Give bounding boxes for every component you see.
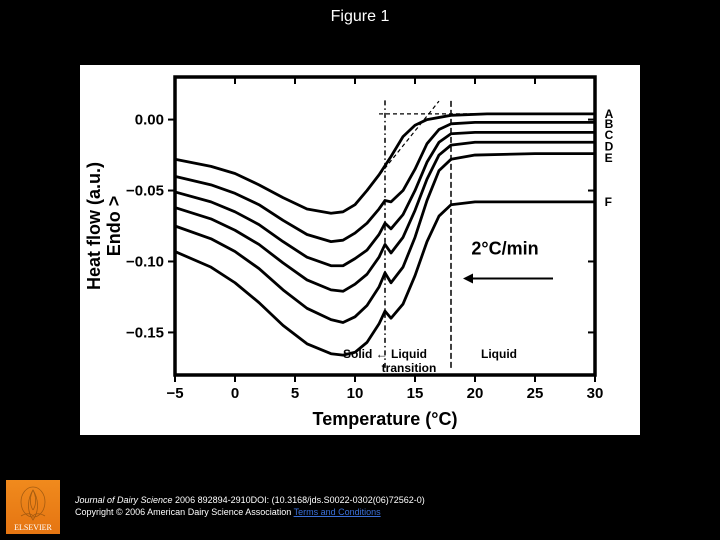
x-tick-label: 30 xyxy=(587,385,604,402)
annotation-rate: 2°C/min xyxy=(471,238,538,258)
x-tick-label: 15 xyxy=(407,385,424,402)
y-axis-label-1: Heat flow (a.u.) xyxy=(84,162,104,290)
x-tick-label: −5 xyxy=(166,385,183,402)
annotation-transition-2: transition xyxy=(382,361,437,375)
citation-footer: Journal of Dairy Science 2006 892894-291… xyxy=(75,494,425,518)
journal-name: Journal of Dairy Science xyxy=(75,495,173,505)
y-tick-label: 0.00 xyxy=(135,112,164,129)
series-label-E: E xyxy=(605,151,613,165)
x-tick-label: 10 xyxy=(347,385,364,402)
y-axis-label-2: Endo > xyxy=(104,196,124,257)
terms-link[interactable]: Terms and Conditions xyxy=(294,507,381,517)
elsevier-logo: ELSEVIER xyxy=(6,480,60,534)
copyright-text: Copyright © 2006 American Dairy Science … xyxy=(75,507,294,517)
chart-panel: Heat flow (a.u.)Endo > Temperature (°C) −5… xyxy=(80,65,640,435)
x-tick-label: 25 xyxy=(527,385,544,402)
citation-line: Journal of Dairy Science 2006 892894-291… xyxy=(75,494,425,506)
annotation-liquid: Liquid xyxy=(481,347,517,361)
figure-title: Figure 1 xyxy=(0,8,720,26)
copyright-line: Copyright © 2006 American Dairy Science … xyxy=(75,506,425,518)
x-tick-label: 5 xyxy=(291,385,299,402)
series-label-F: F xyxy=(605,195,612,209)
y-tick-label: −0.10 xyxy=(126,253,164,270)
y-tick-label: −0.05 xyxy=(126,183,164,200)
chart-svg: Heat flow (a.u.)Endo > Temperature (°C) −5… xyxy=(80,65,640,435)
rate-arrow-icon xyxy=(463,274,473,284)
y-tick-label: −0.15 xyxy=(126,324,164,341)
slide-root: Figure 1 Heat flow (a.u.)Endo > Temperatu… xyxy=(0,0,720,540)
svg-text:ELSEVIER: ELSEVIER xyxy=(14,523,52,532)
citation-text: 2006 892894-2910DOI: (10.3168/jds.S0022-… xyxy=(173,495,425,505)
x-tick-label: 20 xyxy=(467,385,484,402)
annotation-transition-1: Solid ← Liquid xyxy=(343,347,427,361)
x-axis-label: Temperature (°C) xyxy=(313,409,458,429)
x-tick-label: 0 xyxy=(231,385,239,402)
